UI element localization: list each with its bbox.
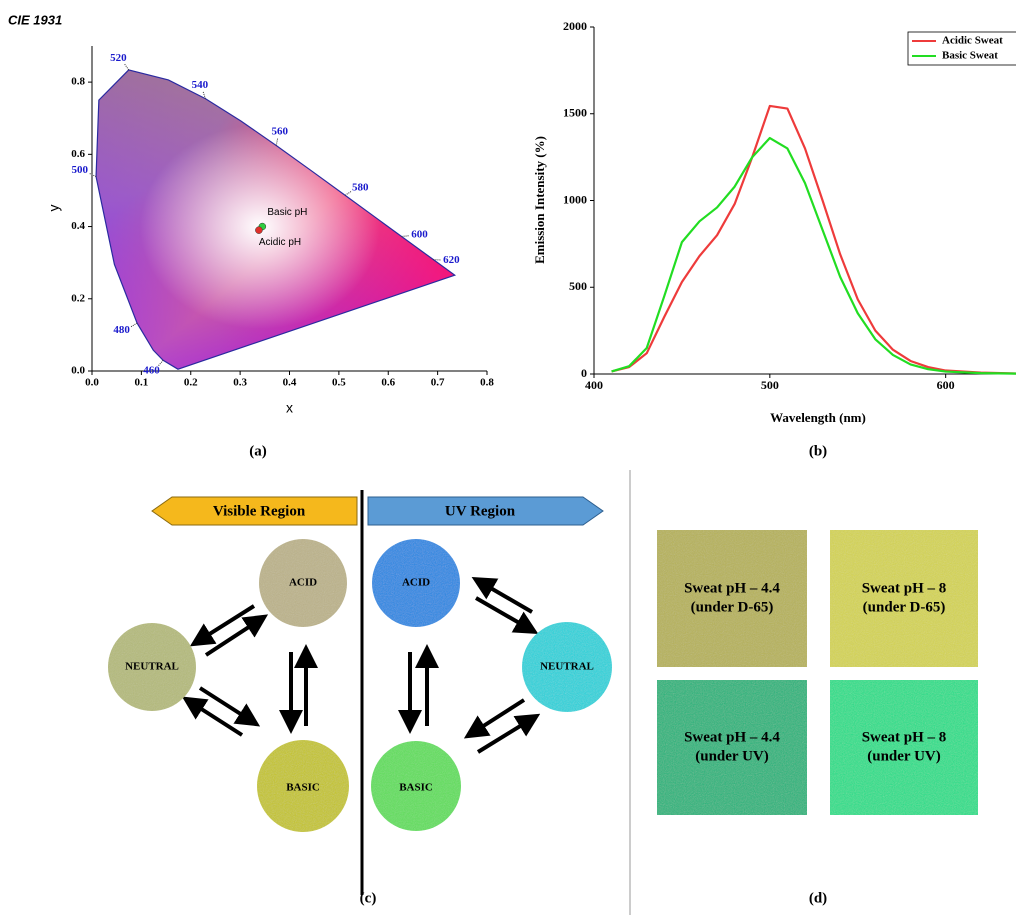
plot-area [612,106,1016,374]
y-tick-label: 0.4 [71,220,85,232]
figure-canvas: Visible Region UV Region ACID NEUTRAL BA… [0,0,1016,915]
swatch-label: (under UV) [867,748,940,764]
state-label: BASIC [286,782,320,794]
x-tick-label: 0.4 [283,377,297,389]
state-label: ACID [289,577,317,589]
x-tick-label: 0.3 [233,377,247,389]
x-axis-label: Wavelength (nm) [770,410,866,425]
region-labels: Visible Region UV Region [213,503,516,519]
locus-tick [345,192,351,196]
point-label: Basic pH [267,207,307,218]
y-tick-label: 0.0 [71,365,85,377]
swatch-label: (under D-65) [863,599,946,615]
locus-label: 500 [72,164,89,176]
locus-tick [90,174,96,177]
swatch-label: (under D-65) [691,599,774,615]
x-tick-label: 0.2 [184,377,198,389]
locus-label: 560 [272,125,289,137]
x-tick-label: 0.0 [85,377,99,389]
data-point [255,227,262,234]
panel-label: (d) [809,890,827,906]
locus-tick [276,139,277,146]
locus-label: 620 [443,254,460,266]
y-axis-label: y [46,205,62,212]
state-label: ACID [402,577,430,589]
locus-tick [402,236,409,237]
x-tick-label: 0.6 [381,377,395,389]
swatch-label: Sweat pH – 8 [862,580,947,596]
locus-label: 540 [192,79,209,91]
state-label: NEUTRAL [125,661,179,673]
axis-frame [594,27,1016,374]
x-tick-label: 0.5 [332,377,346,389]
swatch-label: Sweat pH – 4.4 [684,580,780,596]
y-tick-label: 0 [581,366,587,380]
x-tick-label: 0.8 [480,377,494,389]
panel-label: (a) [249,443,267,459]
region-label: UV Region [445,503,516,519]
x-tick-label: 600 [937,378,955,392]
point-label: Acidic pH [259,237,301,248]
locus-label: 460 [143,364,160,376]
x-tick-label: 0.1 [135,377,149,389]
swatch-labels: Sweat pH – 4.4 (under D-65) Sweat pH – 8… [684,580,946,764]
x-axis-label: x [286,400,293,416]
locus-label: 580 [352,181,369,193]
figure: Visible Region UV Region ACID NEUTRAL BA… [0,0,1016,915]
locus-tick [125,64,129,70]
panel-label: (c) [360,890,377,906]
y-tick-label: 0.8 [71,76,85,88]
swatch-label: Sweat pH – 8 [862,729,947,745]
region-label: Visible Region [213,503,306,519]
y-tick-label: 0.2 [71,292,85,304]
swatch-label: (under UV) [695,748,768,764]
panel-label: (b) [809,443,827,459]
legend-label: Acidic Sweat [942,35,1003,47]
y-tick-label: 1000 [563,192,587,206]
y-tick-label: 0.6 [71,148,85,160]
legend-label: Basic Sweat [942,50,998,62]
chart-title: CIE 1931 [8,12,62,27]
state-label: BASIC [399,782,433,794]
locus-label: 600 [411,229,428,241]
locus-label: 480 [113,324,130,336]
line-series [612,106,1016,374]
locus-tick [131,323,137,327]
x-tick-label: 500 [761,378,779,392]
x-tick-label: 0.7 [431,377,445,389]
y-tick-label: 1500 [563,106,587,120]
y-tick-label: 500 [569,279,587,293]
circles [108,530,978,832]
y-axis-label: Emission Intensity (%) [532,136,547,264]
state-label: NEUTRAL [540,661,594,673]
locus-label: 520 [110,52,127,64]
swatch-label: Sweat pH – 4.4 [684,729,780,745]
x-tick-label: 400 [585,378,603,392]
y-tick-label: 2000 [563,19,587,33]
